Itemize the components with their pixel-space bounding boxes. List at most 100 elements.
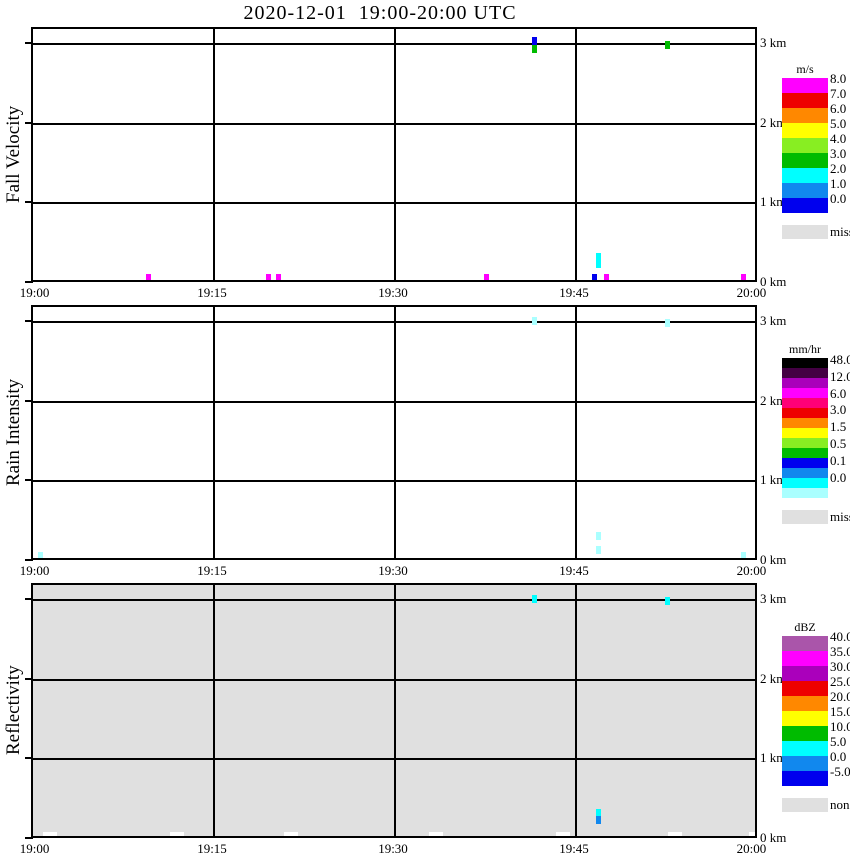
gridline-vertical	[575, 585, 577, 836]
colorbar-band	[782, 726, 828, 741]
colorbar-band	[782, 358, 828, 368]
gridline-vertical	[213, 29, 215, 280]
y-tick	[25, 837, 33, 839]
colorbar-band	[782, 711, 828, 726]
colorbar-band	[782, 458, 828, 468]
axis-title-reflectivity: Reflectivity	[3, 665, 24, 756]
data-point	[595, 252, 601, 261]
y-tick	[25, 121, 33, 124]
y-tick	[25, 319, 33, 322]
data-point	[664, 41, 670, 50]
colorbar-band	[782, 388, 828, 398]
colorbar-band	[782, 398, 828, 408]
colorbar-band	[782, 741, 828, 756]
colorbar-missing-swatch	[782, 225, 828, 239]
colorbar-band	[782, 651, 828, 666]
gridline-vertical	[394, 307, 396, 558]
colorbar-unit: dBZ	[794, 620, 816, 634]
colorbar-unit: mm/hr	[789, 342, 821, 356]
x-axis-label: 19:15	[197, 563, 227, 578]
data-point	[668, 832, 683, 836]
x-axis-label: 19:00	[19, 285, 50, 300]
colorbar-tick-label: 25.0	[830, 674, 850, 689]
colorbar-tick-label: 2.0	[830, 161, 847, 176]
colorbar-band	[782, 138, 828, 153]
plot-panel-fall-velocity[interactable]	[31, 27, 757, 282]
colorbar-band	[782, 696, 828, 711]
colorbar-tick-label: 3.0	[830, 402, 847, 418]
data-point	[595, 260, 601, 269]
colorbar-tick-label: 5.0	[830, 734, 847, 749]
data-point	[531, 316, 537, 325]
colorbar-band	[782, 468, 828, 478]
x-axis-label: 20:00	[736, 285, 767, 300]
gridline-vertical	[394, 585, 396, 836]
colorbar-band	[782, 478, 828, 488]
x-axis-label: 19:45	[559, 841, 589, 856]
rain-intensity-colorbar: mm/hr 48.012.06.03.01.50.50.10.0 miss	[782, 342, 850, 524]
data-point	[555, 832, 570, 836]
colorbar-band	[782, 428, 828, 438]
data-point	[595, 808, 601, 817]
colorbar-tick-label: 6.0	[830, 101, 847, 116]
colorbar-band	[782, 198, 828, 213]
data-point	[531, 37, 537, 46]
y-tick	[25, 597, 33, 600]
figure-title: 2020-12-01 19:00-20:00 UTC	[243, 2, 517, 24]
colorbar-missing-swatch	[782, 510, 828, 524]
gridline-vertical	[213, 307, 215, 558]
y-axis-label: 0 km	[760, 830, 787, 845]
y-tick	[25, 41, 33, 44]
x-axis-label: 19:15	[197, 841, 227, 856]
x-axis-label: 19:00	[19, 841, 50, 856]
colorbar-band	[782, 418, 828, 428]
y-tick	[25, 479, 33, 482]
data-point	[483, 274, 489, 280]
colorbar-tick-label: 48.0	[830, 352, 850, 367]
fall-velocity-colorbar: m/s 8.07.06.05.04.03.02.01.00.0 miss	[782, 62, 850, 239]
colorbar-band	[782, 123, 828, 138]
data-point	[740, 552, 746, 558]
gridline-vertical	[394, 29, 396, 280]
colorbar-unit: m/s	[796, 62, 814, 76]
y-axis-label: 1 km	[760, 194, 787, 210]
colorbar-missing-label: miss	[830, 224, 850, 239]
y-axis-label: 2 km	[760, 114, 787, 130]
gridline-vertical	[213, 585, 215, 836]
colorbar-band	[782, 771, 828, 786]
x-axis-label: 19:30	[378, 285, 408, 300]
colorbar-tick-label: 15.0	[830, 704, 850, 719]
data-point	[740, 274, 746, 280]
x-axis-label: 19:45	[559, 285, 589, 300]
data-point	[531, 44, 537, 53]
colorbar-tick-label: 30.0	[830, 659, 850, 674]
colorbar-tick-label: 35.0	[830, 644, 850, 659]
data-point	[748, 832, 755, 836]
colorbar-band	[782, 756, 828, 771]
y-tick	[25, 201, 33, 204]
colorbar-tick-label: 10.0	[830, 719, 850, 734]
colorbar-band	[782, 168, 828, 183]
data-point	[592, 274, 598, 280]
plot-panel-rain-intensity[interactable]	[31, 305, 757, 560]
data-point	[275, 274, 281, 280]
colorbar-tick-label: 40.0	[830, 629, 850, 644]
data-point	[429, 832, 444, 836]
colorbar-band	[782, 448, 828, 458]
data-point	[531, 594, 537, 603]
colorbar-tick-label: 0.0	[830, 469, 847, 485]
colorbar-missing-label: none	[830, 797, 850, 812]
x-axis-label: 20:00	[736, 563, 767, 578]
colorbar-band	[782, 666, 828, 681]
y-axis-label: 1 km	[760, 472, 787, 488]
y-axis-label: 3 km	[760, 34, 787, 50]
data-point	[664, 597, 670, 606]
x-axis-label: 19:00	[19, 563, 50, 578]
colorbar-missing-swatch	[782, 798, 828, 812]
plot-panel-reflectivity[interactable]	[31, 583, 757, 838]
y-axis-label: 2 km	[760, 392, 787, 408]
x-axis-label: 19:45	[559, 563, 589, 578]
colorbar-tick-label: 1.0	[830, 176, 847, 191]
colorbar-tick-label: 0.0	[830, 191, 847, 206]
